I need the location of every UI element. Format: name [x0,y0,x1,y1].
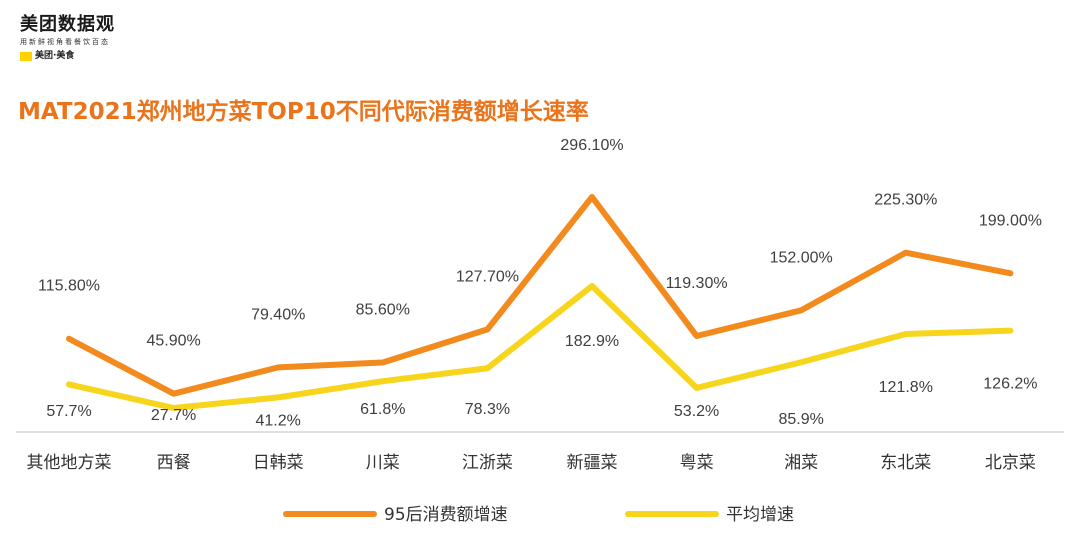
data-label-95: 119.30% [666,275,728,292]
x-tick-label: 川菜 [366,453,400,473]
data-label-avg: 61.8% [360,401,405,418]
x-tick-label: 粤菜 [680,453,714,473]
meituan-badge-icon [20,51,32,61]
series-avg-line [66,282,1014,411]
data-label-avg: 57.7% [46,403,91,420]
data-label-avg: 126.2% [983,376,1037,393]
data-label-avg: 53.2% [674,403,719,420]
logo-brand-text: 美团·美食 [35,51,75,61]
data-label-95: 127.70% [456,268,519,285]
x-tick-label: 北京菜 [985,453,1036,473]
data-label-avg: 78.3% [465,401,510,418]
data-label-avg: 41.2% [256,412,301,429]
data-label-95: 296.10% [560,137,623,154]
logo-title: 美团数据观 [20,14,115,35]
x-tick-label: 新疆菜 [567,453,618,473]
chart-title: MAT2021郑州地方菜TOP10不同代际消费额增长速率 [18,99,589,125]
data-label-avg: 27.7% [151,407,196,424]
data-label-avg: 85.9% [779,411,824,428]
data-label-95: 45.90% [146,333,200,350]
meituan-logo: 美团数据观 用新鲜视角看餐饮百态 美团·美食 [20,14,140,62]
data-label-95: 225.30% [874,192,937,209]
series-95-line [66,194,1014,397]
data-label-95: 79.40% [251,306,305,323]
legend-avg-label: 平均增速 [726,505,794,525]
logo-subtitle: 用新鲜视角看餐饮百态 [20,38,110,46]
legend-95-label: 95后消费额增速 [384,505,508,525]
data-label-95: 199.00% [979,212,1042,229]
x-tick-label: 其他地方菜 [27,453,112,473]
data-label-avg: 121.8% [879,379,933,396]
x-tick-label: 江浙菜 [462,453,513,473]
data-label-avg: 182.9% [565,333,619,350]
data-label-95: 152.00% [770,249,833,266]
logo-brand: 美团·美食 [20,50,140,62]
x-tick-label: 西餐 [157,453,191,473]
x-tick-label: 日韩菜 [253,453,304,473]
data-label-95: 115.80% [38,278,100,295]
data-label-95: 85.60% [356,301,410,318]
x-tick-label: 湘菜 [784,453,818,473]
x-tick-label: 东北菜 [880,453,931,473]
